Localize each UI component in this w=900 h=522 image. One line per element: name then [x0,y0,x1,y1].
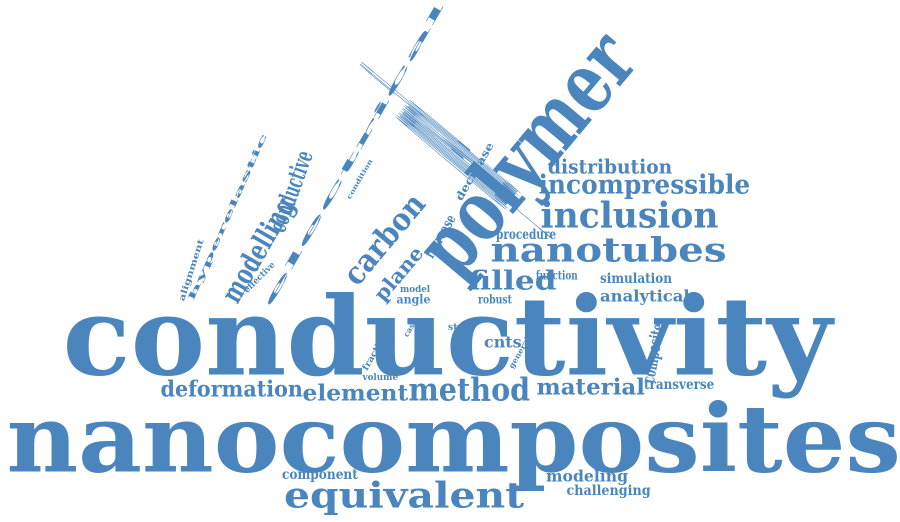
word-cnts: cnts [483,332,522,351]
word-volume: volume [361,371,398,382]
word-transverse: transverse [644,376,715,392]
word-robust: robust [477,292,512,306]
word-incompressible: incompressible [537,169,750,200]
word-nanocomposites: nanocomposites [5,383,900,494]
word-method: method [407,370,530,408]
word-nanotubes: nanotubes [489,230,727,270]
word-modeling: modeling [546,466,629,485]
word-component: component [281,466,358,482]
word-challenging: challenging [566,482,651,498]
word-equivalent: equivalent [283,474,525,516]
word-angle: angle [395,292,430,306]
word-procedure: procedure [496,226,557,242]
word-model: model [400,283,431,294]
word-inclusion: inclusion [540,194,719,236]
word-simulation: simulation [600,270,673,286]
word-analytical: analytical [599,286,690,305]
word-str: str [448,321,463,332]
word-distribution: distribution [548,154,673,178]
word-function: function [535,268,578,282]
word-material: material [536,374,645,400]
word-filled: filled [467,265,557,296]
word-conductivity: conductivity [62,272,832,400]
word-element: element [302,380,408,406]
word-deformation: deformation [160,376,303,402]
